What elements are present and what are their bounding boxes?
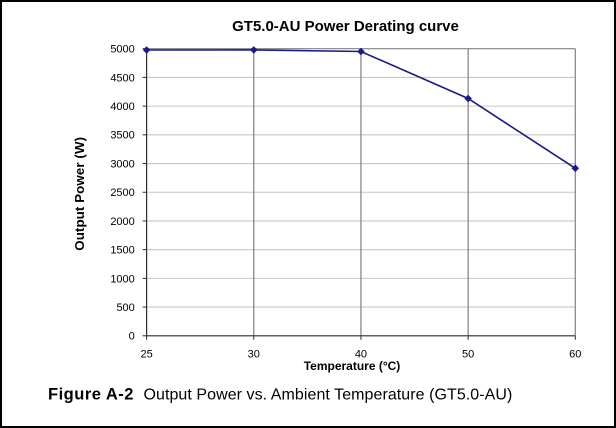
svg-text:1500: 1500: [110, 245, 134, 257]
svg-text:2000: 2000: [110, 216, 134, 228]
svg-text:500: 500: [116, 302, 134, 314]
svg-text:4500: 4500: [110, 72, 134, 84]
svg-text:2500: 2500: [110, 187, 134, 199]
svg-text:1000: 1000: [110, 273, 134, 285]
svg-text:Figure A-2: Figure A-2: [48, 385, 134, 403]
svg-text:25: 25: [140, 348, 152, 360]
svg-text:60: 60: [569, 348, 581, 360]
svg-text:3500: 3500: [110, 130, 134, 142]
svg-text:5000: 5000: [110, 44, 134, 56]
svg-text:50: 50: [462, 348, 474, 360]
svg-text:Temperature (°C): Temperature (°C): [304, 359, 401, 373]
svg-text:GT5.0-AU Power Derating curve: GT5.0-AU Power Derating curve: [232, 18, 459, 35]
svg-text:40: 40: [355, 348, 367, 360]
svg-text:0: 0: [129, 331, 135, 343]
svg-text:Output Power vs. Ambient Tempe: Output Power vs. Ambient Temperature (GT…: [144, 386, 513, 403]
svg-text:4000: 4000: [110, 101, 134, 113]
svg-text:3000: 3000: [110, 158, 134, 170]
svg-text:Output Power (W): Output Power (W): [72, 137, 87, 251]
svg-text:30: 30: [248, 348, 260, 360]
